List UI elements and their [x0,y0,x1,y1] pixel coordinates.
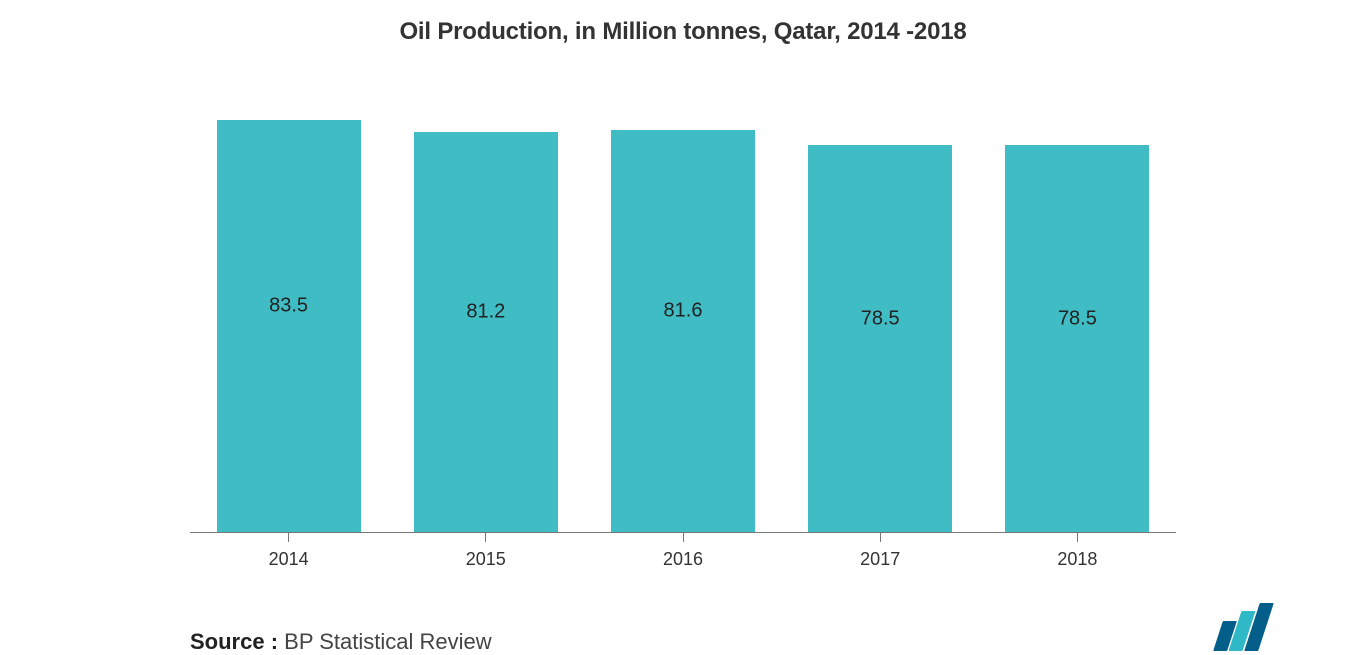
bar-group: 83.52014 [190,113,387,532]
bar: 81.2 [414,132,558,532]
bar: 81.6 [611,130,755,532]
x-tick [683,532,684,542]
x-axis-label: 2016 [663,549,703,570]
mordor-intelligence-logo [1218,603,1266,655]
bar: 83.5 [217,120,361,532]
bar: 78.5 [1005,145,1149,532]
bar-group: 81.62016 [584,113,781,532]
bar-value-label: 78.5 [1058,308,1097,331]
x-axis-label: 2014 [269,549,309,570]
bar-group: 81.22015 [387,113,584,532]
x-tick [485,532,486,542]
chart-area: 83.5201481.2201581.6201678.5201778.52018 [40,96,1326,533]
x-axis-label: 2017 [860,549,900,570]
source-line: Source : BP Statistical Review [190,629,492,655]
x-tick [288,532,289,542]
chart-title: Oil Production, in Million tonnes, Qatar… [40,18,1326,46]
bar-group: 78.52017 [782,113,979,532]
x-axis-label: 2015 [466,549,506,570]
bar-value-label: 83.5 [269,294,308,317]
bar-group: 78.52018 [979,113,1176,532]
bar-plot: 83.5201481.2201581.6201678.5201778.52018 [190,113,1176,533]
source-text: BP Statistical Review [284,629,491,654]
x-tick [1077,532,1078,542]
source-prefix: Source : [190,629,278,654]
chart-container: Oil Production, in Million tonnes, Qatar… [0,0,1366,655]
bar-value-label: 78.5 [861,308,900,331]
x-tick [880,532,881,542]
bar-value-label: 81.6 [664,299,703,322]
x-axis-label: 2018 [1057,549,1097,570]
bar-value-label: 81.2 [466,300,505,323]
bar: 78.5 [808,145,952,532]
footer: Source : BP Statistical Review [40,603,1326,655]
